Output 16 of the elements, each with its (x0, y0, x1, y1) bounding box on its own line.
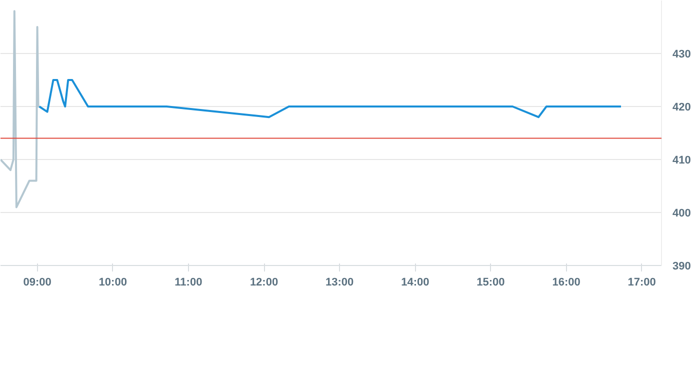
x-tick-label: 09:00 (23, 276, 52, 288)
x-tick-label: 15:00 (476, 276, 505, 288)
y-tick-label: 390 (672, 260, 691, 272)
x-tick-label: 14:00 (401, 276, 430, 288)
y-tick-label: 400 (672, 208, 691, 220)
x-tick-label: 16:00 (552, 276, 580, 288)
line-series (38, 79, 622, 118)
x-tick-label: 12:00 (250, 276, 278, 288)
x-tick-label: 17:00 (628, 276, 656, 288)
x-tick-label: 13:00 (326, 276, 354, 288)
x-tick-label: 11:00 (174, 276, 202, 288)
line-series (0, 10, 40, 208)
y-tick-label: 430 (672, 48, 691, 60)
x-tick-label: 10:00 (98, 276, 127, 288)
y-tick-label: 420 (672, 102, 691, 114)
y-tick-label: 410 (672, 154, 691, 166)
